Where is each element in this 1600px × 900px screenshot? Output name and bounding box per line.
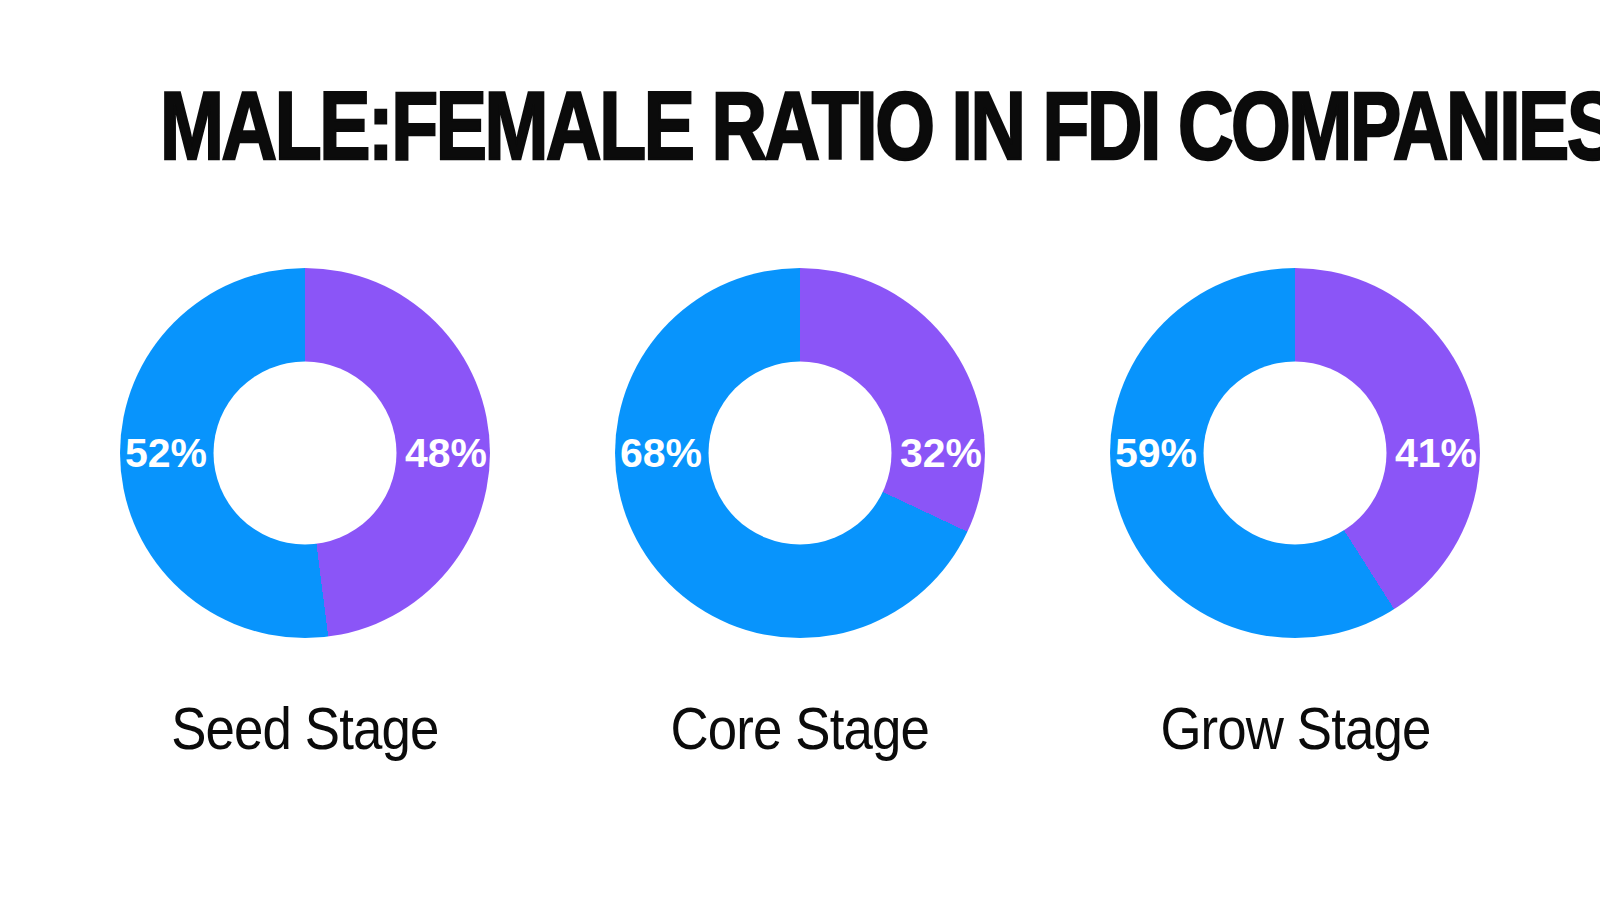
chart-group-core-stage: 68% 32% Core Stage — [615, 268, 985, 763]
stage-label-seed: Seed Stage — [171, 694, 438, 763]
chart-title: MALE:FEMALE RATIO IN FDI COMPANIES — [160, 78, 1440, 174]
donut-chart-grow-stage: 59% 41% — [1110, 268, 1480, 638]
female-percentage-label: 48% — [405, 430, 487, 477]
male-percentage-label: 52% — [125, 430, 207, 477]
donut-chart-core-stage: 68% 32% — [615, 268, 985, 638]
donut-hole — [1204, 362, 1387, 545]
infographic-canvas: MALE:FEMALE RATIO IN FDI COMPANIES 52% 4… — [0, 0, 1600, 900]
female-percentage-label: 32% — [900, 430, 982, 477]
male-percentage-label: 59% — [1115, 430, 1197, 477]
stage-label-core: Core Stage — [671, 694, 929, 763]
chart-group-grow-stage: 59% 41% Grow Stage — [1110, 268, 1480, 763]
female-percentage-label: 41% — [1395, 430, 1477, 477]
donut-chart-seed-stage: 52% 48% — [120, 268, 490, 638]
charts-row: 52% 48% Seed Stage 68% 32% Core Stage 59… — [0, 268, 1600, 763]
chart-group-seed-stage: 52% 48% Seed Stage — [120, 268, 490, 763]
male-percentage-label: 68% — [620, 430, 702, 477]
donut-hole — [709, 362, 892, 545]
stage-label-grow: Grow Stage — [1160, 694, 1430, 763]
donut-hole — [214, 362, 397, 545]
